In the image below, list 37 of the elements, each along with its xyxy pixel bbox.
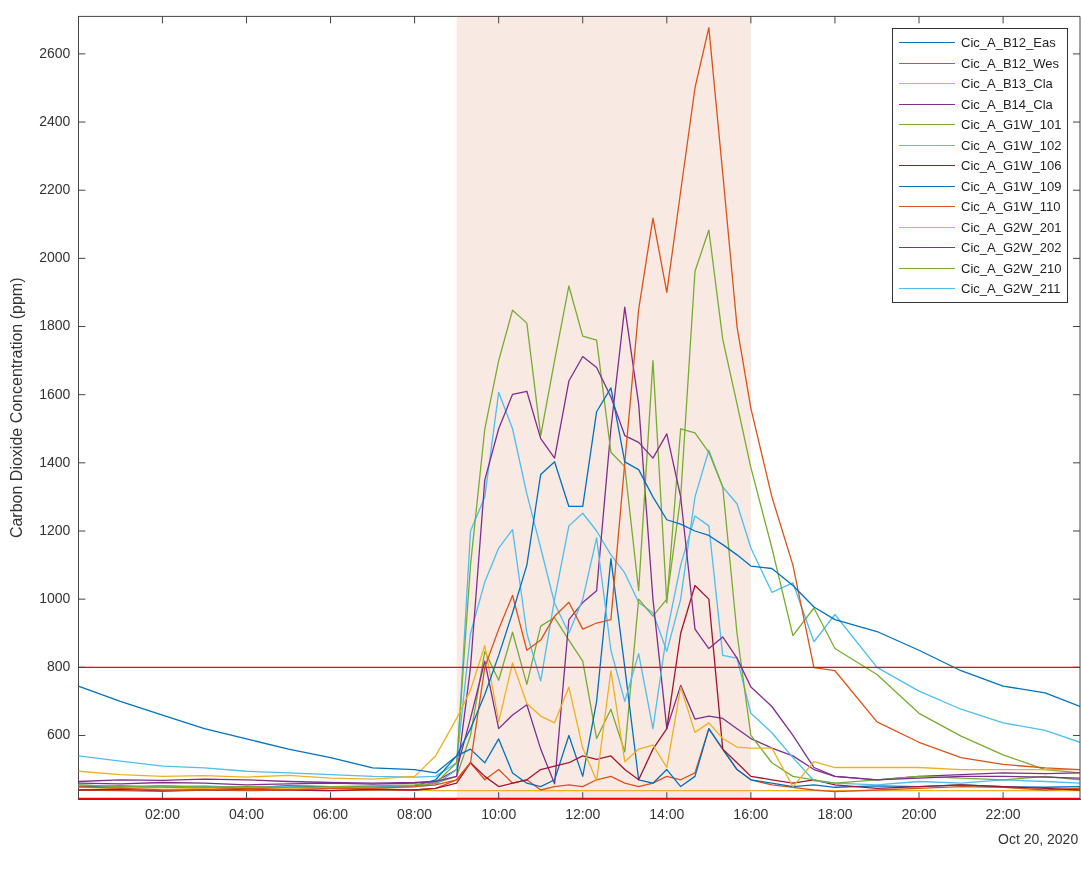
legend-label: Cic_A_G1W_102 xyxy=(961,137,1062,153)
x-tick-label: 02:00 xyxy=(144,806,181,823)
y-tick-label: 600 xyxy=(46,726,71,743)
text: Oct 20, 2020 xyxy=(998,831,1079,848)
x-tick-label: 22:00 xyxy=(985,806,1021,823)
legend-label: Cic_A_G1W_106 xyxy=(961,158,1062,174)
x-tick-label: 04:00 xyxy=(228,806,265,823)
y-tick-label: 1000 xyxy=(39,590,71,607)
legend-label: Cic_A_G1W_109 xyxy=(961,178,1062,194)
legend-label: Cic_A_G2W_211 xyxy=(961,281,1061,297)
x-tick-label: 20:00 xyxy=(901,806,937,823)
y-tick-label: 2600 xyxy=(39,44,71,61)
y-tick-label: 1800 xyxy=(39,317,71,334)
legend-label: Cic_A_B12_Wes xyxy=(961,55,1060,71)
x-tick-label: 16:00 xyxy=(733,806,769,823)
x-tick-label: 06:00 xyxy=(313,806,349,823)
y-tick-label: 2200 xyxy=(39,181,71,198)
y-tick-label: 2400 xyxy=(39,112,71,129)
legend-label: Cic_A_G1W_101 xyxy=(961,117,1062,133)
y-tick-label: 800 xyxy=(46,658,71,675)
legend-label: Cic_A_G2W_210 xyxy=(961,260,1062,276)
legend-label: Cic_A_G2W_201 xyxy=(961,219,1062,235)
y-axis-title: Carbon Dioxide Concentration (ppm) xyxy=(8,277,26,539)
x-tick-label: 12:00 xyxy=(565,806,601,823)
legend-label: Cic_A_G2W_202 xyxy=(961,240,1062,256)
y-tick-label: 1400 xyxy=(39,453,71,470)
legend-label: Cic_A_G1W_110 xyxy=(961,199,1061,215)
legend-label: Cic_A_B13_Cla xyxy=(961,76,1053,92)
x-tick-label: 10:00 xyxy=(481,806,517,823)
x-tick-label: 18:00 xyxy=(817,806,853,823)
y-tick-label: 1200 xyxy=(39,521,71,538)
x-tick-label: 14:00 xyxy=(649,806,685,823)
legend-label: Cic_A_B14_Cla xyxy=(961,96,1053,112)
legend-label: Cic_A_B12_Eas xyxy=(961,35,1056,51)
y-tick-label: 2000 xyxy=(39,249,71,266)
x-tick-label: 08:00 xyxy=(397,806,433,823)
y-tick-label: 1600 xyxy=(39,385,71,402)
